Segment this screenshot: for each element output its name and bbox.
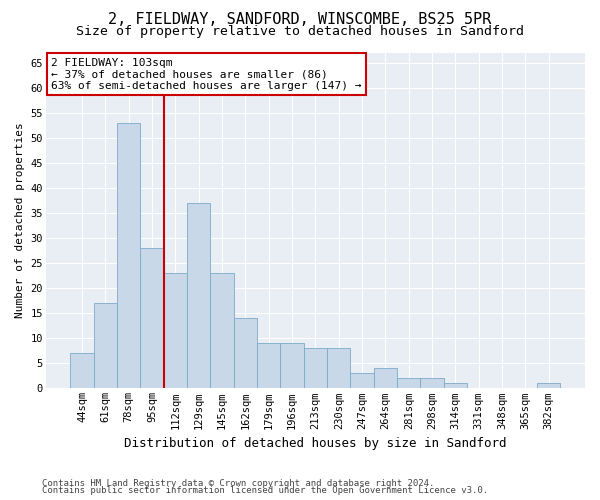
Bar [421,378,444,388]
Bar [211,273,234,388]
Text: 2, FIELDWAY, SANDFORD, WINSCOMBE, BS25 5PR: 2, FIELDWAY, SANDFORD, WINSCOMBE, BS25 5… [109,12,491,28]
Text: 2 FIELDWAY: 103sqm
← 37% of detached houses are smaller (86)
63% of semi-detache: 2 FIELDWAY: 103sqm ← 37% of detached hou… [51,58,362,90]
Bar [70,354,94,388]
Bar [280,344,304,388]
Bar [374,368,397,388]
X-axis label: Distribution of detached houses by size in Sandford: Distribution of detached houses by size … [124,437,506,450]
Bar [140,248,164,388]
Text: Size of property relative to detached houses in Sandford: Size of property relative to detached ho… [76,25,524,38]
Bar [444,384,467,388]
Bar [94,303,117,388]
Bar [304,348,327,389]
Bar [187,203,211,388]
Text: Contains HM Land Registry data © Crown copyright and database right 2024.: Contains HM Land Registry data © Crown c… [42,478,434,488]
Bar [327,348,350,389]
Bar [117,122,140,388]
Text: Contains public sector information licensed under the Open Government Licence v3: Contains public sector information licen… [42,486,488,495]
Y-axis label: Number of detached properties: Number of detached properties [15,122,25,318]
Bar [537,384,560,388]
Bar [397,378,421,388]
Bar [234,318,257,388]
Bar [257,344,280,388]
Bar [350,374,374,388]
Bar [164,273,187,388]
